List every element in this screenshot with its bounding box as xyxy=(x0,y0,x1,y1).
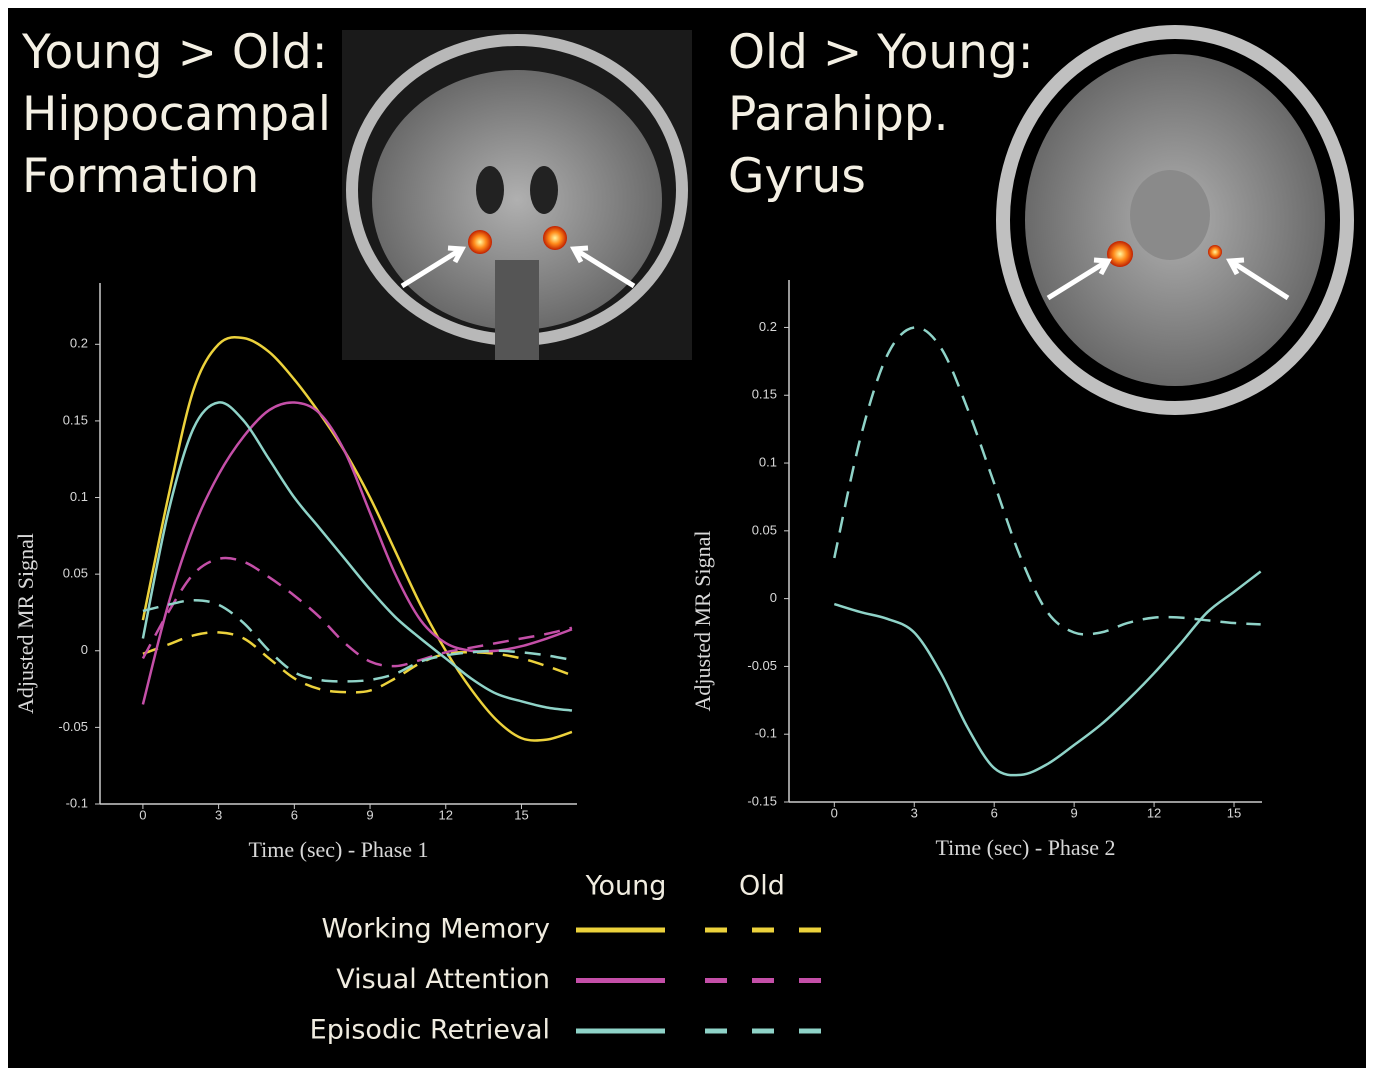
legend-column-header: Young xyxy=(585,871,667,902)
figure: Young > Old: Hippocampal Formation 0.2 0.15 0… xyxy=(0,0,1374,1076)
y-tick-label: 0.2 xyxy=(70,336,88,351)
y-tick-label: 0.1 xyxy=(70,489,88,504)
y-tick-label: -0.05 xyxy=(58,719,88,734)
y-tick-label: 0 xyxy=(81,642,88,657)
legend-label: Episodic Retrieval xyxy=(310,1015,550,1046)
y-tick-label: 0.1 xyxy=(759,454,777,469)
x-tick-label: 15 xyxy=(514,807,528,822)
legend-label: Working Memory xyxy=(321,914,550,945)
x-tick-label: 12 xyxy=(439,807,453,822)
brain-image-axial xyxy=(1003,32,1347,408)
brain-image-coronal xyxy=(342,30,692,360)
panel-title: Hippocampal xyxy=(22,87,331,142)
panel-title: Formation xyxy=(22,149,259,204)
x-axis-label: Time (sec) - Phase 1 xyxy=(248,837,428,862)
y-tick-label: -0.15 xyxy=(747,793,777,808)
y-axis-label: Adjusted MR Signal xyxy=(13,533,38,714)
y-tick-label: 0.2 xyxy=(759,319,777,334)
panel-title: Gyrus xyxy=(728,149,866,204)
y-tick-label: -0.1 xyxy=(66,795,88,810)
panel-title: Young > Old: xyxy=(21,25,328,80)
legend-label: Visual Attention xyxy=(336,964,550,995)
y-axis-label: Adjusted MR Signal xyxy=(690,531,715,712)
panel-title: Old > Young: xyxy=(728,25,1034,80)
x-tick-label: 0 xyxy=(831,805,838,820)
x-tick-label: 3 xyxy=(911,805,918,820)
x-tick-label: 0 xyxy=(139,807,146,822)
x-tick-label: 3 xyxy=(215,807,222,822)
x-tick-label: 9 xyxy=(1071,805,1078,820)
x-tick-label: 6 xyxy=(291,807,298,822)
y-tick-label: 0.15 xyxy=(752,387,777,402)
y-tick-label: -0.1 xyxy=(755,726,777,741)
y-tick-label: 0.05 xyxy=(752,522,777,537)
x-tick-label: 15 xyxy=(1227,805,1241,820)
y-tick-label: -0.05 xyxy=(747,658,777,673)
x-axis-label: Time (sec) - Phase 2 xyxy=(935,835,1115,860)
x-tick-label: 6 xyxy=(991,805,998,820)
legend-column-header: Old xyxy=(739,871,785,902)
x-tick-label: 9 xyxy=(366,807,373,822)
y-tick-label: 0.05 xyxy=(63,566,88,581)
y-tick-label: 0.15 xyxy=(63,412,88,427)
x-tick-label: 12 xyxy=(1147,805,1161,820)
y-tick-label: 0 xyxy=(770,590,777,605)
panel-title: Parahipp. xyxy=(728,87,949,142)
